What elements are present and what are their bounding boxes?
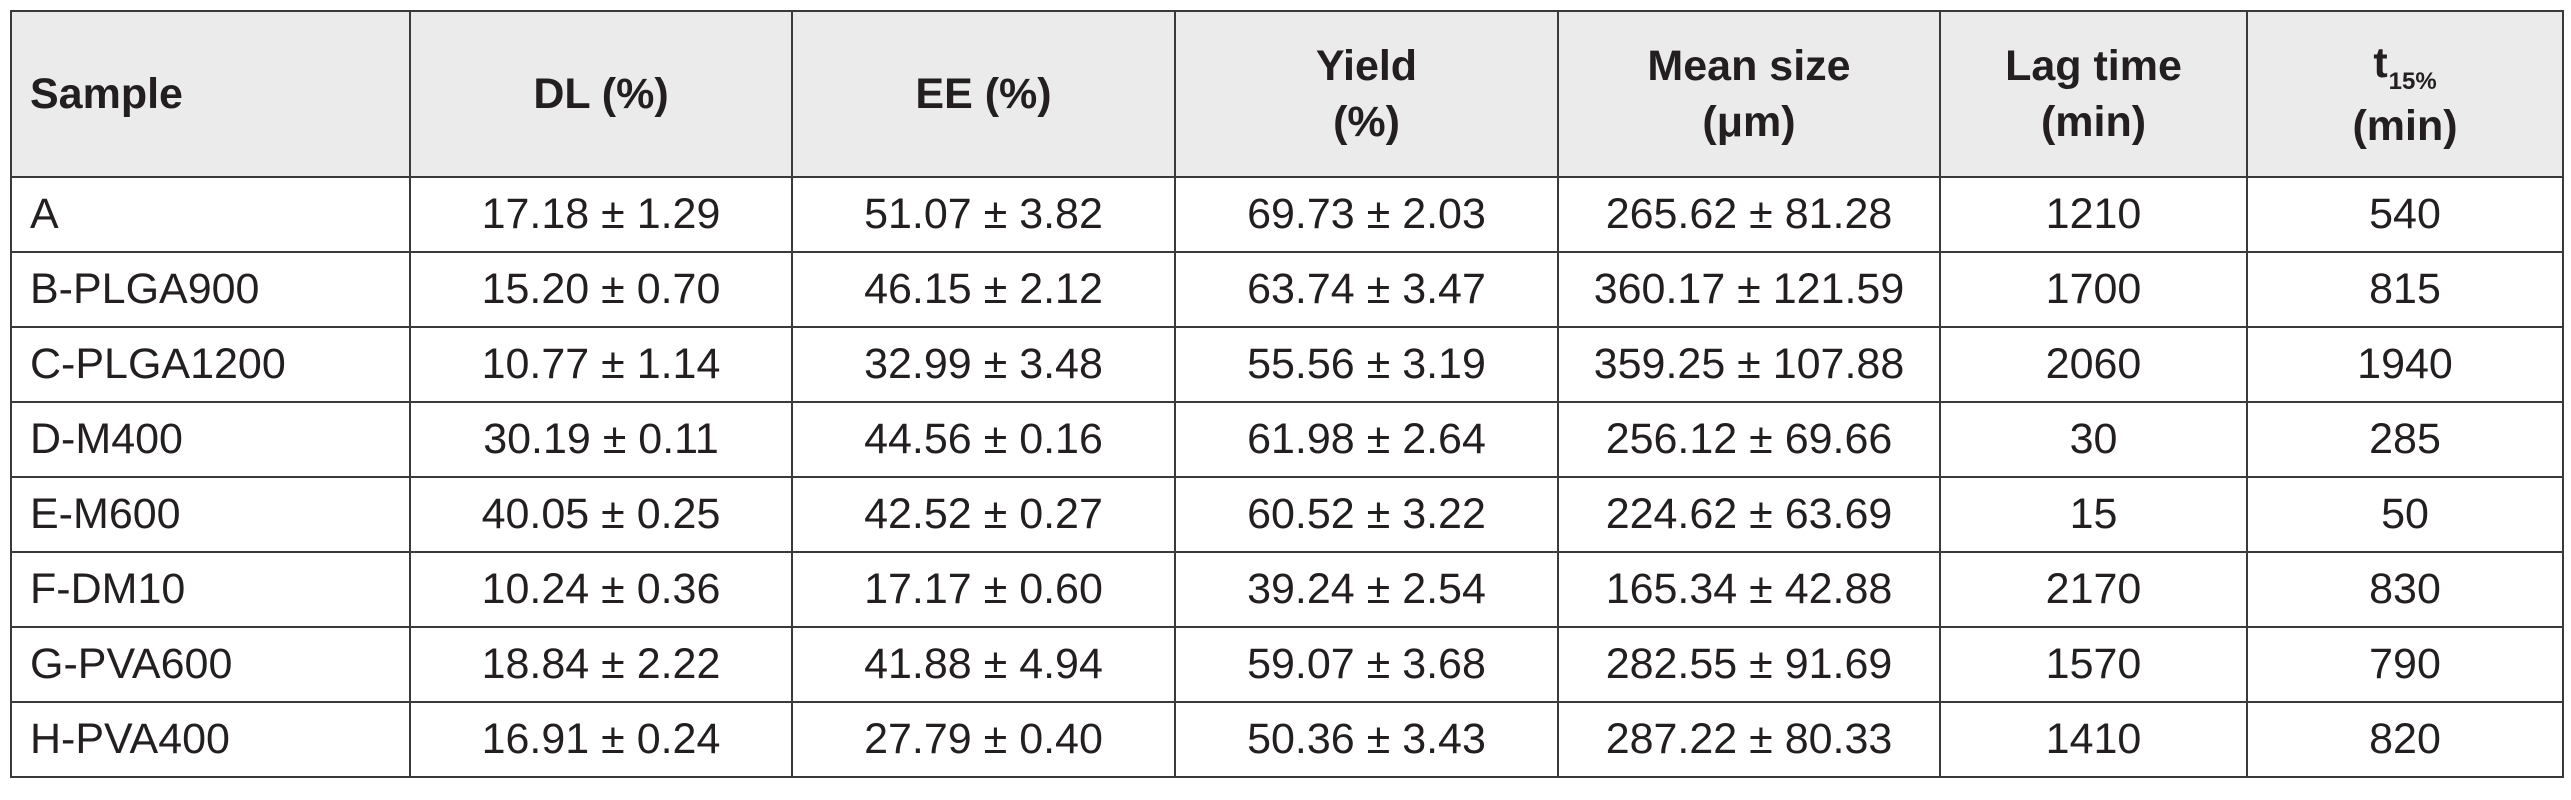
cell-sample: B-PLGA900 xyxy=(10,251,411,328)
header-t15: t15% (min) xyxy=(2246,10,2564,178)
cell-sample: F-DM10 xyxy=(10,551,411,628)
cell-ee: 46.15 ± 2.12 xyxy=(791,251,1176,328)
cell-dl: 10.24 ± 0.36 xyxy=(409,551,793,628)
cell-sample: C-PLGA1200 xyxy=(10,326,411,403)
header-t15-subscript: 15% xyxy=(2388,67,2437,95)
cell-dl: 18.84 ± 2.22 xyxy=(409,626,793,703)
cell-mean-size: 165.34 ± 42.88 xyxy=(1557,551,1941,628)
cell-lag-time: 1210 xyxy=(1939,176,2248,253)
cell-mean-size: 287.22 ± 80.33 xyxy=(1557,701,1941,778)
cell-t15: 50 xyxy=(2246,476,2564,553)
cell-yield: 55.56 ± 3.19 xyxy=(1174,326,1559,403)
cell-mean-size: 282.55 ± 91.69 xyxy=(1557,626,1941,703)
cell-mean-size: 359.25 ± 107.88 xyxy=(1557,326,1941,403)
cell-yield: 60.52 ± 3.22 xyxy=(1174,476,1559,553)
cell-yield: 63.74 ± 3.47 xyxy=(1174,251,1559,328)
header-mean-size-line1: Mean size xyxy=(1647,42,1851,90)
header-lag-time-line1: Lag time xyxy=(2005,42,2182,90)
table-row: B-PLGA900 15.20 ± 0.70 46.15 ± 2.12 63.74 ±… xyxy=(10,251,2564,328)
cell-ee: 42.52 ± 0.27 xyxy=(791,476,1176,553)
cell-mean-size: 224.62 ± 63.69 xyxy=(1557,476,1941,553)
cell-yield: 59.07 ± 3.68 xyxy=(1174,626,1559,703)
header-ee: EE (%) xyxy=(791,10,1176,178)
data-table: Sample DL (%) EE (%) Yield (%) Mean size… xyxy=(10,10,2564,778)
cell-t15: 540 xyxy=(2246,176,2564,253)
cell-dl: 17.18 ± 1.29 xyxy=(409,176,793,253)
cell-lag-time: 1410 xyxy=(1939,701,2248,778)
header-yield: Yield (%) xyxy=(1174,10,1559,178)
cell-sample: H-PVA400 xyxy=(10,701,411,778)
header-dl: DL (%) xyxy=(409,10,793,178)
cell-sample: E-M600 xyxy=(10,476,411,553)
header-t15-line2: (min) xyxy=(2352,101,2458,150)
cell-lag-time: 1700 xyxy=(1939,251,2248,328)
cell-dl: 16.91 ± 0.24 xyxy=(409,701,793,778)
cell-yield: 69.73 ± 2.03 xyxy=(1174,176,1559,253)
header-yield-line1: Yield xyxy=(1315,42,1418,90)
cell-t15: 790 xyxy=(2246,626,2564,703)
table-header-row: Sample DL (%) EE (%) Yield (%) Mean size… xyxy=(10,10,2564,178)
cell-lag-time: 2060 xyxy=(1939,326,2248,403)
cell-lag-time: 2170 xyxy=(1939,551,2248,628)
table-row: F-DM10 10.24 ± 0.36 17.17 ± 0.60 39.24 ± 2.… xyxy=(10,551,2564,628)
cell-mean-size: 360.17 ± 121.59 xyxy=(1557,251,1941,328)
cell-dl: 15.20 ± 0.70 xyxy=(409,251,793,328)
cell-mean-size: 265.62 ± 81.28 xyxy=(1557,176,1941,253)
table-row: H-PVA400 16.91 ± 0.24 27.79 ± 0.40 50.36 ± … xyxy=(10,701,2564,778)
cell-ee: 27.79 ± 0.40 xyxy=(791,701,1176,778)
table-body: A 17.18 ± 1.29 51.07 ± 3.82 69.73 ± 2.03 265… xyxy=(10,176,2564,778)
cell-t15: 1940 xyxy=(2246,326,2564,403)
cell-sample: D-M400 xyxy=(10,401,411,478)
cell-t15: 830 xyxy=(2246,551,2564,628)
cell-ee: 51.07 ± 3.82 xyxy=(791,176,1176,253)
data-table-container: Sample DL (%) EE (%) Yield (%) Mean size… xyxy=(10,10,2564,778)
cell-t15: 815 xyxy=(2246,251,2564,328)
header-lag-time-line2: (min) xyxy=(2040,98,2147,146)
cell-ee: 32.99 ± 3.48 xyxy=(791,326,1176,403)
cell-yield: 61.98 ± 2.64 xyxy=(1174,401,1559,478)
table-row: D-M400 30.19 ± 0.11 44.56 ± 0.16 61.98 ± 2.… xyxy=(10,401,2564,478)
cell-ee: 17.17 ± 0.60 xyxy=(791,551,1176,628)
cell-mean-size: 256.12 ± 69.66 xyxy=(1557,401,1941,478)
cell-yield: 39.24 ± 2.54 xyxy=(1174,551,1559,628)
header-mean-size-line2: (μm) xyxy=(1702,98,1796,146)
cell-dl: 30.19 ± 0.11 xyxy=(409,401,793,478)
cell-t15: 820 xyxy=(2246,701,2564,778)
table-row: A 17.18 ± 1.29 51.07 ± 3.82 69.73 ± 2.03 265… xyxy=(10,176,2564,253)
cell-lag-time: 1570 xyxy=(1939,626,2248,703)
cell-dl: 10.77 ± 1.14 xyxy=(409,326,793,403)
cell-ee: 44.56 ± 0.16 xyxy=(791,401,1176,478)
cell-ee: 41.88 ± 4.94 xyxy=(791,626,1176,703)
header-sample: Sample xyxy=(10,10,411,178)
header-t15-line1: t15% xyxy=(2248,35,2562,98)
table-row: G-PVA600 18.84 ± 2.22 41.88 ± 4.94 59.07 ± … xyxy=(10,626,2564,703)
header-mean-size: Mean size (μm) xyxy=(1557,10,1941,178)
cell-sample: G-PVA600 xyxy=(10,626,411,703)
table-row: C-PLGA1200 10.77 ± 1.14 32.99 ± 3.48 55.56 … xyxy=(10,326,2564,403)
cell-sample: A xyxy=(10,176,411,253)
header-lag-time: Lag time (min) xyxy=(1939,10,2248,178)
header-yield-line2: (%) xyxy=(1333,98,1400,146)
table-row: E-M600 40.05 ± 0.25 42.52 ± 0.27 60.52 ± 3.… xyxy=(10,476,2564,553)
cell-lag-time: 30 xyxy=(1939,401,2248,478)
cell-t15: 285 xyxy=(2246,401,2564,478)
cell-yield: 50.36 ± 3.43 xyxy=(1174,701,1559,778)
cell-dl: 40.05 ± 0.25 xyxy=(409,476,793,553)
cell-lag-time: 15 xyxy=(1939,476,2248,553)
header-t15-main: t xyxy=(2373,38,2388,87)
